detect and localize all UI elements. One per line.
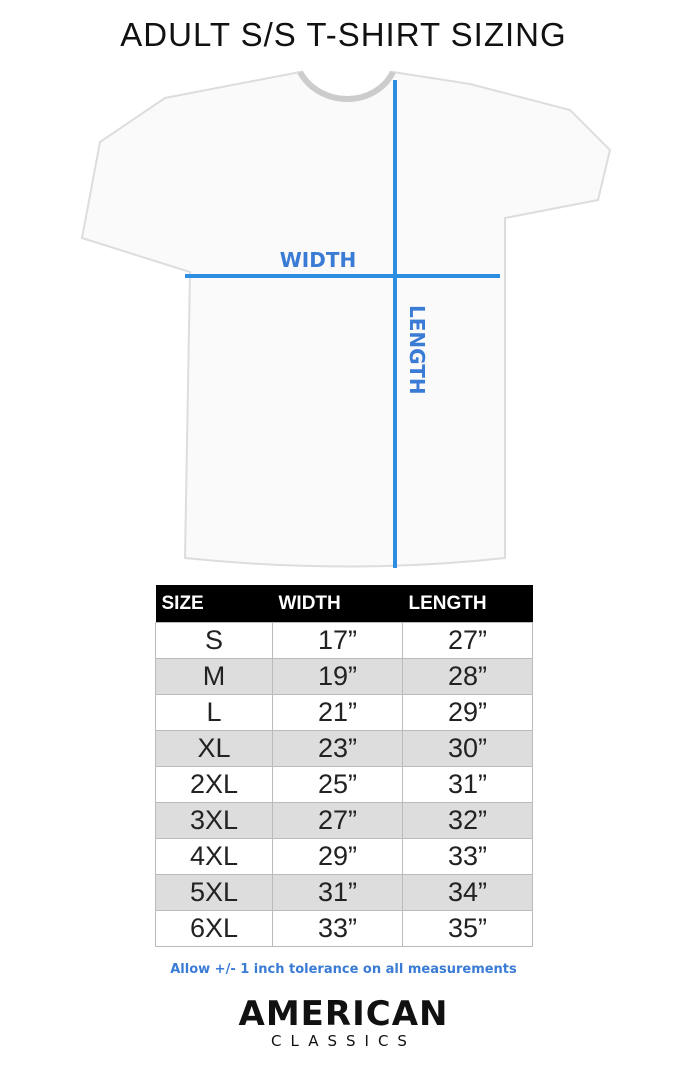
table-row: S 17” 27” xyxy=(155,622,533,659)
header-cell: SIZE xyxy=(155,585,273,623)
length-label: LENGTH xyxy=(405,305,429,395)
table-cell: 25” xyxy=(272,766,403,803)
table-row: M 19” 28” xyxy=(155,658,533,695)
table-cell: 23” xyxy=(272,730,403,767)
table-row: 5XL 31” 34” xyxy=(155,874,533,911)
table-cell: 17” xyxy=(272,622,403,659)
table-row: XL 23” 30” xyxy=(155,730,533,767)
table-cell: 31” xyxy=(402,766,533,803)
note: Allow +/- 1 inch tolerance on all measur… xyxy=(170,962,517,977)
table-cell: L xyxy=(155,694,273,731)
table-cell: 35” xyxy=(402,910,533,947)
table-cell: 4XL xyxy=(155,838,273,875)
table-cell: 33” xyxy=(402,838,533,875)
table-cell: XL xyxy=(155,730,273,767)
table-cell: 3XL xyxy=(155,802,273,839)
table-cell: 6XL xyxy=(155,910,273,947)
header-row: SIZE WIDTH LENGTH xyxy=(155,585,533,623)
header-cell: WIDTH xyxy=(272,585,403,623)
table-cell: 5XL xyxy=(155,874,273,911)
table-cell: 31” xyxy=(272,874,403,911)
table-cell: 30” xyxy=(402,730,533,767)
table-cell: 32” xyxy=(402,802,533,839)
table-cell: 27” xyxy=(402,622,533,659)
brand: AMERICAN xyxy=(238,994,449,1034)
table-cell: 27” xyxy=(272,802,403,839)
table-cell: 19” xyxy=(272,658,403,695)
brand-sub: CLASSICS xyxy=(271,1032,416,1050)
width-label: WIDTH xyxy=(280,248,356,272)
table-cell: 2XL xyxy=(155,766,273,803)
title: ADULT S/S T-SHIRT SIZING xyxy=(120,16,567,53)
table-cell: 29” xyxy=(272,838,403,875)
table-row: 6XL 33” 35” xyxy=(155,910,533,947)
table-row: 2XL 25” 31” xyxy=(155,766,533,803)
table-cell: 33” xyxy=(272,910,403,947)
shirt-outline xyxy=(80,70,612,568)
shirt-diagram: WIDTH LENGTH xyxy=(80,70,612,568)
size-table: SIZE WIDTH LENGTH S 17” 27” M 19” 28” L 21” 29” XL 2… xyxy=(155,585,533,947)
table-cell: 21” xyxy=(272,694,403,731)
table-row: 4XL 29” 33” xyxy=(155,838,533,875)
header-cell: LENGTH xyxy=(402,585,533,623)
table-cell: 34” xyxy=(402,874,533,911)
table-cell: 28” xyxy=(402,658,533,695)
table-cell: M xyxy=(155,658,273,695)
table-row: 3XL 27” 32” xyxy=(155,802,533,839)
table-row: L 21” 29” xyxy=(155,694,533,731)
table-cell: 29” xyxy=(402,694,533,731)
table-cell: S xyxy=(155,622,273,659)
collar xyxy=(297,70,396,102)
